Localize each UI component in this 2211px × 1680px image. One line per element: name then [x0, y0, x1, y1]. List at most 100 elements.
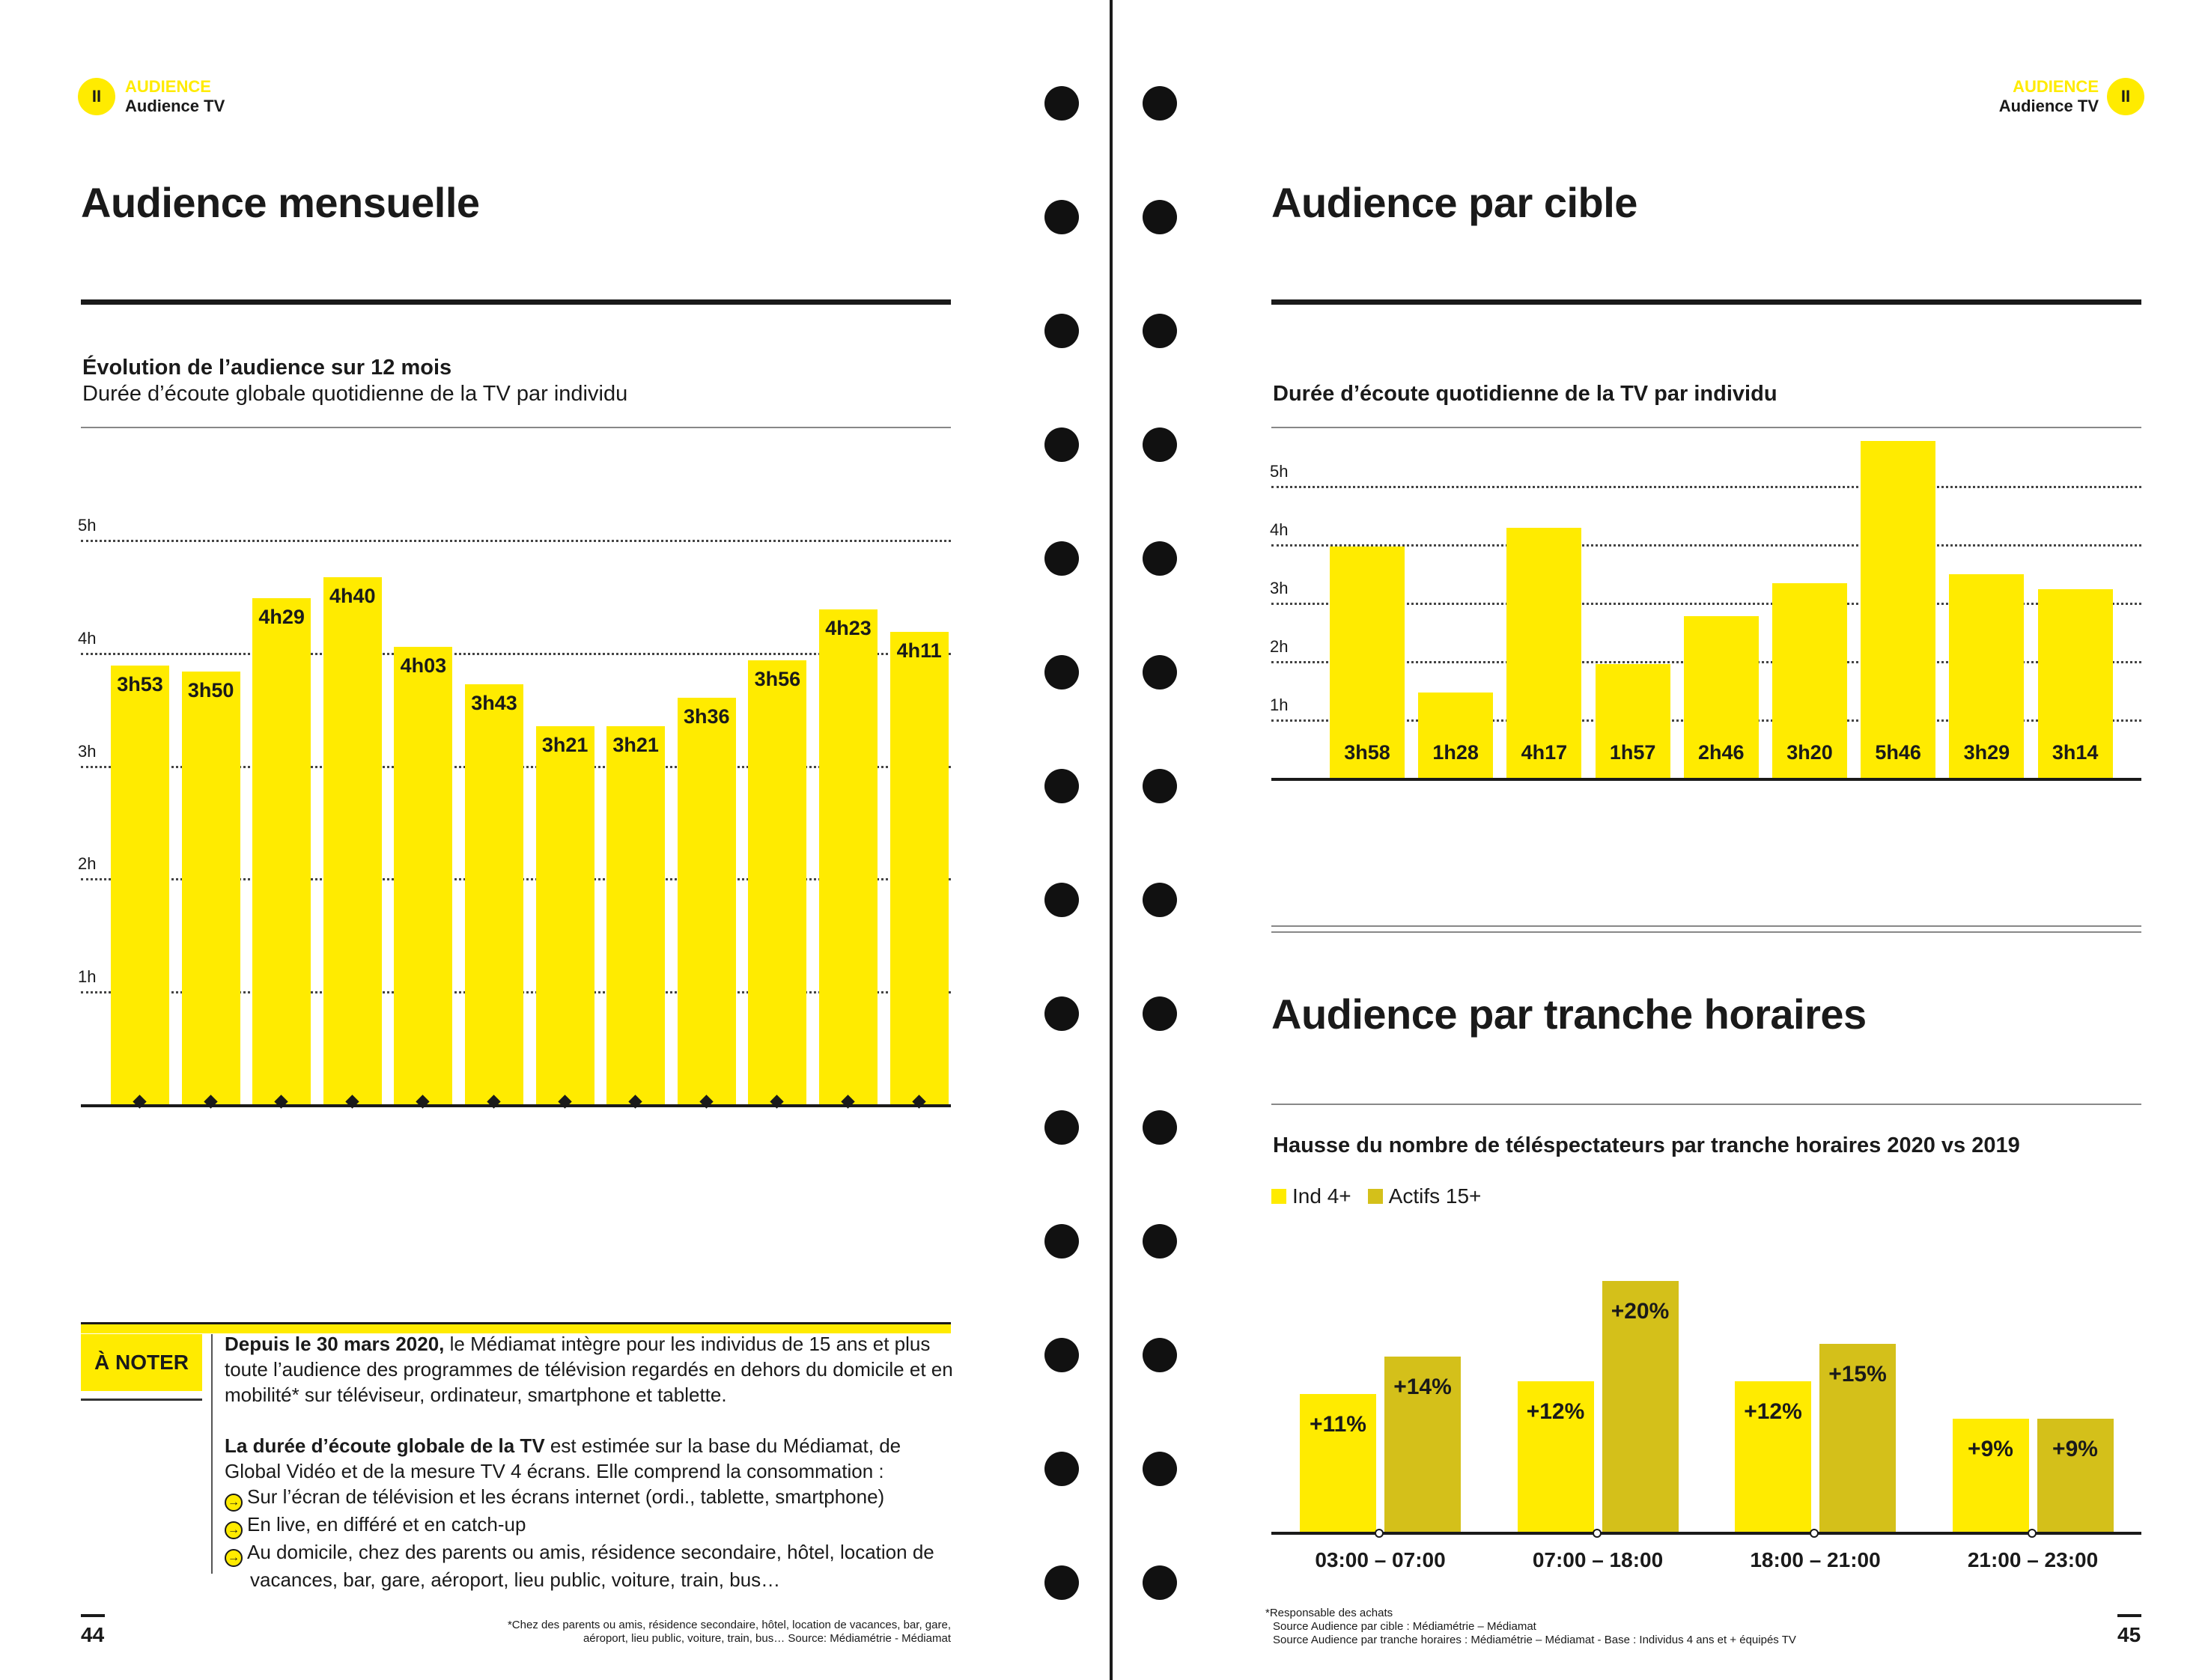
note-label: À NOTER: [81, 1334, 202, 1391]
bar: 3h53: [111, 666, 169, 1104]
page-number-rule: [81, 1614, 105, 1617]
note-bold: Depuis le 30 mars 2020,: [225, 1333, 445, 1355]
bar: +9%: [1952, 1419, 2029, 1532]
bar-value-label: +12%: [1744, 1399, 1802, 1424]
binding-hole: [1143, 1452, 1177, 1486]
bar: 3h56: [748, 660, 807, 1104]
bar-value-label: 3h21: [541, 733, 589, 756]
bullet: Au domicile, chez des parents ou amis, r…: [247, 1541, 934, 1591]
binding-hole: [1044, 541, 1079, 576]
kicker-bottom: Audience TV: [1998, 97, 2099, 115]
bar-value-label: 2h46: [1698, 740, 1745, 764]
bar: 3h21: [606, 725, 666, 1104]
bar-value-label: +9%: [1968, 1437, 2013, 1462]
marker: [2027, 1529, 2037, 1538]
kicker-top: AUDIENCE: [2013, 77, 2099, 96]
binding-hole: [1143, 1565, 1177, 1600]
y-tick-label: 4h: [1270, 520, 1289, 539]
bar: 4h40: [323, 577, 382, 1104]
binding-hole: [1143, 996, 1177, 1031]
bar-value-label: 3h21: [612, 733, 659, 756]
bar: +11%: [1300, 1393, 1376, 1532]
x-axis: [1271, 1532, 2141, 1535]
bar: +14%: [1384, 1356, 1461, 1532]
bar-value-label: 4h23: [825, 617, 872, 640]
bar: 3h20: [1772, 583, 1847, 778]
binding-hole: [1044, 655, 1079, 690]
bar-value-label: 3h36: [684, 705, 730, 728]
binding-hole: [1143, 86, 1177, 121]
chart-subtitle: Durée d’écoute globale quotidienne de la…: [82, 382, 628, 406]
footnote: *Chez des parents ou amis, résidence sec…: [507, 1619, 951, 1645]
binding-hole: [1044, 769, 1079, 803]
bar: 3h58: [1330, 546, 1405, 778]
bar: 2h46: [1683, 616, 1759, 778]
note-band: [81, 1324, 951, 1333]
binding-hole: [1143, 541, 1177, 576]
binding-hole: [1044, 883, 1079, 917]
arrow-icon: →: [225, 1494, 243, 1512]
arrow-icon: →: [225, 1549, 243, 1567]
bar-value-label: +15%: [1828, 1361, 1887, 1387]
bar-value-label: 3h14: [2052, 740, 2099, 764]
bullet: Sur l’écran de télévision et les écrans …: [247, 1485, 885, 1508]
binding-hole: [1044, 200, 1079, 234]
bar-value-label: 4h29: [258, 605, 305, 628]
y-tick-label: 4h: [78, 628, 97, 648]
y-tick-label: 3h: [78, 741, 97, 761]
bar: 3h50: [181, 671, 240, 1104]
legend: Ind 4+ Actifs 15+: [1271, 1184, 1481, 1208]
legend-label: Ind 4+: [1292, 1184, 1351, 1208]
bar-value-label: 3h29: [1963, 740, 2010, 764]
bar: +9%: [2037, 1419, 2114, 1532]
bar-value-label: 3h58: [1344, 740, 1390, 764]
x-tick-label: 18:00 – 21:00: [1750, 1548, 1881, 1571]
bullet: En live, en différé et en catch-up: [247, 1513, 526, 1536]
binding-hole: [1143, 200, 1177, 234]
binding-hole: [1044, 1224, 1079, 1259]
x-tick-label: 21:00 – 23:00: [1967, 1548, 2099, 1571]
chart-title: Durée d’écoute quotidienne de la TV par …: [1273, 382, 1777, 406]
section-kicker: AUDIENCE Audience TV: [125, 77, 225, 116]
bar: 3h21: [535, 725, 594, 1104]
binding-hole: [1143, 314, 1177, 348]
divider: [1271, 931, 2141, 933]
bar: +12%: [1517, 1381, 1594, 1532]
binding-hole: [1143, 427, 1177, 462]
legend-swatch: [1367, 1189, 1383, 1204]
legend-swatch: [1271, 1189, 1286, 1204]
section-badge: II: [78, 78, 115, 115]
y-tick-label: 1h: [1270, 696, 1289, 714]
bar-value-label: 3h56: [754, 667, 801, 690]
binding-hole: [1143, 1338, 1177, 1372]
note-p1: le Médiamat intègre pour les individus d…: [225, 1333, 953, 1406]
page-title: Audience par cible: [1271, 179, 1637, 226]
binding-hole: [1044, 1110, 1079, 1145]
divider: [211, 1334, 213, 1574]
bar-value-label: 4h40: [329, 585, 376, 608]
bar: 3h14: [2037, 588, 2113, 778]
x-axis: [81, 1104, 951, 1107]
binding-hole: [1044, 1452, 1079, 1486]
kicker-bottom: Audience TV: [125, 97, 225, 115]
legend-label: Actifs 15+: [1388, 1184, 1482, 1208]
divider: [1271, 1104, 2141, 1105]
chart-title: Hausse du nombre de téléspectateurs par …: [1273, 1133, 2020, 1157]
section-kicker: AUDIENCE Audience TV: [1999, 77, 2099, 116]
x-tick-label: 07:00 – 18:00: [1532, 1548, 1664, 1571]
binding-hole: [1044, 86, 1079, 121]
bar: 3h36: [677, 698, 736, 1104]
arrow-icon: →: [225, 1521, 243, 1539]
chart-title: Évolution de l’audience sur 12 mois: [82, 356, 452, 380]
bar-value-label: 3h53: [117, 673, 163, 696]
bar: 4h17: [1506, 527, 1582, 778]
x-tick-label: 03:00 – 07:00: [1315, 1548, 1446, 1571]
note-bold: La durée d’écoute globale de la TV: [225, 1434, 545, 1457]
y-tick-label: 2h: [78, 854, 97, 874]
bar: 4h29: [252, 597, 311, 1104]
section-title: Audience par tranche horaires: [1271, 990, 1867, 1038]
binding-hole: [1143, 1110, 1177, 1145]
y-tick-label: 2h: [1270, 637, 1289, 656]
marker: [1592, 1529, 1602, 1538]
bar-value-label: 4h17: [1521, 740, 1568, 764]
